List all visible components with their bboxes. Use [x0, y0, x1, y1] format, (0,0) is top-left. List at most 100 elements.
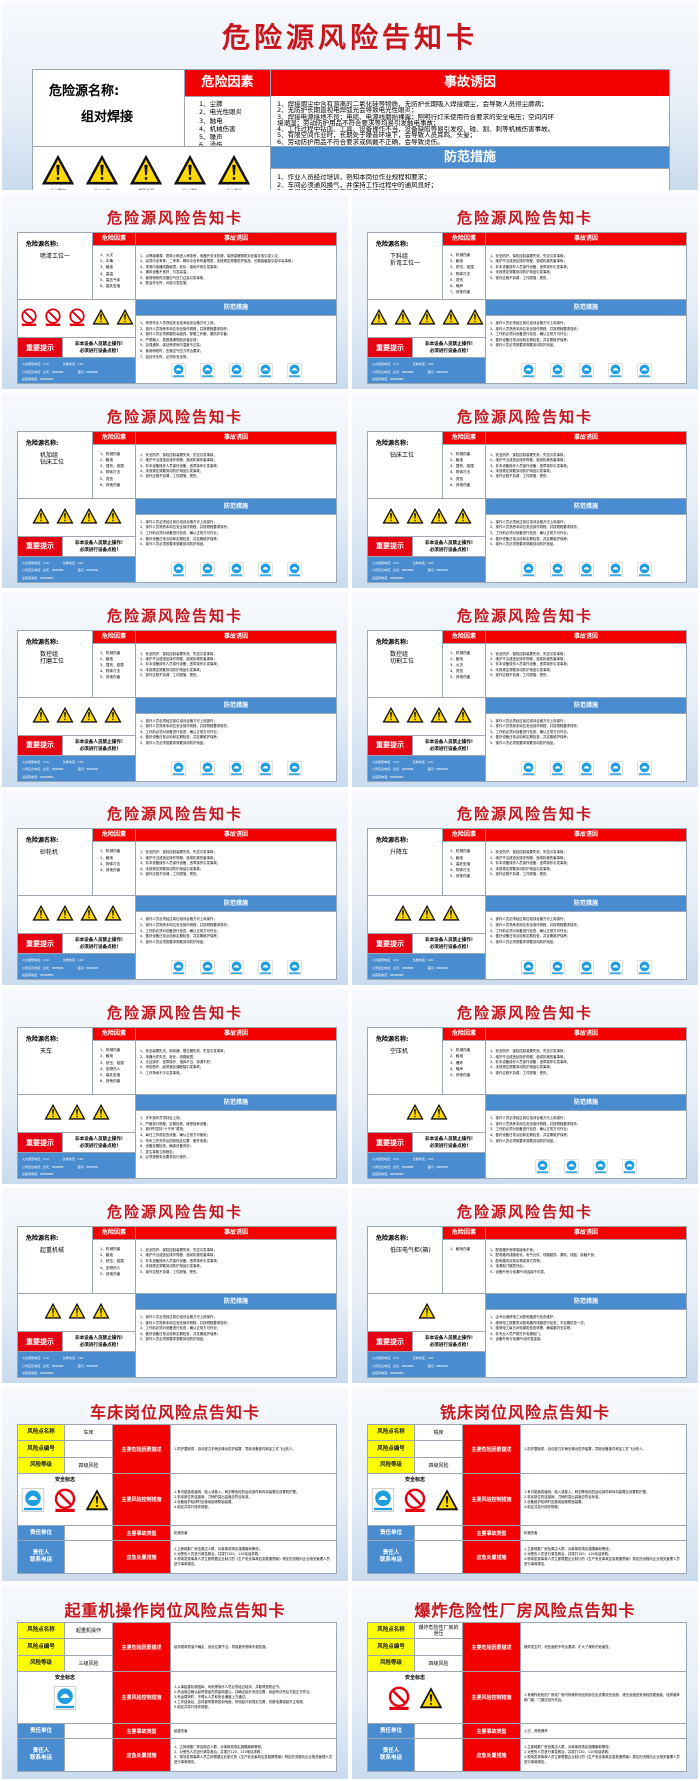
contact-item: 夜间：888888 — [77, 965, 98, 970]
content-line: 3.吊运载荷时，不得从人员和安全通道上方通过。 — [174, 1695, 249, 1699]
measures-list: 1、喷漆作业人员须经安全技术培训合格方可上岗； 2、操作人员熟悉本岗位安全操作规程… — [135, 315, 337, 384]
card-title: 危险源风险告知卡 — [456, 209, 593, 227]
signs-cell: 安全标志 — [367, 1671, 463, 1724]
measures-header: 防范措施 — [135, 696, 337, 714]
measure-item: 4、每日工作前检查设备，确认正常方可使用； — [140, 1132, 210, 1137]
measure-item: 2、操作人员熟悉本岗位安全操作规程，并按规程要求操作； — [140, 1320, 231, 1325]
cause-item: 3、非本设备操作人员操作设备，违章操作引发事故； — [140, 662, 221, 667]
cause-item: 4、未按规定穿戴劳动防护用品引发事故； — [140, 469, 204, 474]
cause-item: 2、维护不当或违反操作规程，造成机械伤害事故； — [490, 458, 567, 463]
cause-item: 4、未按规定穿戴劳动防护用品引发事故； — [490, 270, 554, 275]
cause-item: 3、非本设备操作人员操作设备，违章操作引发事故； — [140, 463, 221, 468]
cause-item: 5、操作过程不协调，工件脱落，受伤。 — [140, 673, 200, 678]
measures-header: 防范措施 — [135, 497, 337, 515]
causes-header: 事故诱因 — [135, 1027, 337, 1042]
ppe-mandatory-icon — [200, 761, 215, 779]
factor-item: 4、其他伤害 — [100, 868, 121, 872]
content-hazard: 爆炸发生时，泄压面积不符合要求，扩大了爆炸的危害性。 — [520, 1622, 687, 1672]
measure-item: 4、非专业人员严禁打开电源柜门； — [490, 1331, 544, 1336]
measure-item: 1、天车操作员须持证上岗； — [140, 1116, 183, 1121]
factor-item: 6、高处坠落 — [100, 284, 121, 289]
contact-item: 火灾报警电话：119 — [372, 1356, 399, 1360]
measure-item: 1、操作人员必须经过岗位培训合格方可上岗操作； — [140, 1315, 217, 1319]
notice-text: 非本设备人员禁止操作! 必须进行设备点检! — [412, 734, 486, 756]
ppe-mandatory-icon — [550, 562, 565, 580]
notice-line: 必须进行设备点检! — [79, 746, 119, 752]
notice-line: 必须进行设备点检! — [429, 1144, 469, 1150]
content-line: 3.现场发现事故人员立即根据企业制订的《生产安全事故应急救援预案》规定的流程向企… — [524, 1755, 680, 1764]
value-name: 铣床 — [414, 1424, 463, 1441]
content-accident: 起重伤害 — [170, 1723, 337, 1739]
safety-signs — [368, 1686, 462, 1714]
hero-factor-item: 3、触电 — [199, 116, 223, 125]
factors-header: 危险因素 — [442, 828, 486, 843]
measure-item: 3、操作人员必须佩戴防毒面具、穿戴工作服、戴防护手套； — [140, 332, 231, 337]
red-label-hazard: 主要危险因素描述 — [462, 1424, 521, 1474]
contact-item: 急救电话：120 — [412, 560, 434, 565]
measure-item: 3、维修电工每日对电源柜检查清理，确保箱内无杂物； — [490, 1326, 574, 1331]
content-line: 1.从事起重机械指挥、司机等操作人员必须经过培训，并取得资质证书。 — [174, 1685, 283, 1689]
cause-item: 4、通风设备不良好，引发高温； — [140, 270, 190, 275]
value-code — [414, 1638, 463, 1656]
measures-list: 1、操作人员必须经过岗位培训合格方可上岗操作； 2、操作人员熟悉本岗位安全操作规程… — [135, 911, 337, 981]
hero-name-label: 危险源名称: — [49, 84, 120, 99]
content-line: 1.防护罩缺损、自动进刀手柄无弹出防护装置，导致设备部件和加工件飞出伤人。 — [524, 1446, 646, 1451]
factor-item: 2、触电 — [100, 656, 114, 661]
content-line: 3、现场发现事故人员立即根据企业制订的《生产安全事故应急救援预案》规定的流程向企… — [174, 1755, 333, 1764]
hero-sign: 噪声有害 — [129, 153, 163, 190]
measure-item: 5、操作人员必须按要求穿戴劳动防护用品。 — [490, 343, 557, 348]
value-unit — [64, 1525, 113, 1541]
name-value: 数控组 打磨工位 — [40, 650, 65, 665]
factor-item: 6、其他伤害 — [450, 482, 471, 487]
prohibition-sign-icon — [20, 308, 38, 330]
value-level: 四级风险 — [64, 1457, 113, 1474]
measure-item: 3、工作前必须对设备进行检查，确认正常方可作业； — [490, 530, 571, 535]
measure-item: 3、工作前必须对设备进行检查，确认正常方可作业； — [140, 530, 221, 535]
safety-signs — [18, 1103, 135, 1125]
warning-triangle-icon — [405, 507, 424, 529]
hazard-card: 危险源风险告知卡 危险源名称: 起重机械 危险因素 事故诱因 1、机械伤害 2、触电 3、挤压… — [0, 1186, 350, 1385]
warning-triangle-icon — [417, 904, 436, 926]
card-title: 危险源风险告知卡 — [106, 805, 243, 824]
factor-item: 2、触电 — [450, 1054, 464, 1059]
measure-item: 5、操作人员必须按要求穿戴劳动防护用品。 — [140, 542, 207, 547]
factors-list: 1、机械伤害 2、触电 3、物体打击 4、其他伤害 — [92, 841, 136, 897]
measures-header: 防范措施 — [135, 1094, 337, 1112]
value-level: 三级风险 — [64, 1655, 113, 1672]
contact-item: 总医院电话：8888888 — [22, 1172, 54, 1177]
warning-triangle-icon — [79, 706, 98, 728]
factor-item: 4、物体打击 — [100, 669, 121, 674]
warning-triangle-icon — [217, 153, 251, 188]
cause-item: 5、操作过程不协调，工件脱落，受伤。 — [490, 872, 550, 877]
cause-item: 5、操作过程不协调，工件脱落，受伤。 — [490, 1070, 550, 1075]
name-cell: 危险源名称: 喷漆工位一 — [17, 232, 93, 300]
measures-list: 1、天车操作员须持证上岗； 2、严格执行规程，定期检修、维修保养设备； 3、操作时坚… — [135, 1110, 337, 1180]
cause-item: 1、安全防护、保险控制装置失效，失控引发事故； — [490, 850, 567, 855]
card-title: 危险源风险告知卡 — [106, 1203, 243, 1221]
notice-text: 非本设备人员禁止操作! 必须进行设备点检! — [62, 1331, 136, 1352]
contact-item: 急救电话：120 — [62, 1157, 84, 1162]
label-code: 风险点编号 — [367, 1440, 415, 1458]
causes-list: 1、安全防护、保险控制装置失效，失控引发事故； 2、维护不当或违反操作规程，造成机… — [135, 1239, 337, 1294]
measure-item: 2、操作人员熟悉本岗位安全操作规程，并按规程要求操作； — [490, 1121, 581, 1126]
factor-item: 4、噪声 — [450, 1066, 464, 1071]
safety-signs — [18, 507, 135, 529]
measures-header: 防范措施 — [135, 1293, 337, 1310]
hazard-card: 危险源风险告知卡 危险源名称: 天车 危险因素 事故诱因 1、机械伤害 2、触电 3、挤压、碰… — [0, 987, 350, 1187]
red-label-emergency: 应急处置措施 — [462, 1738, 521, 1772]
contact-item: 公司应急电话：白天：888888 — [372, 568, 414, 573]
ppe-mandatory-icon — [287, 761, 302, 779]
causes-header: 事故诱因 — [135, 828, 337, 843]
measures-list: 1、操作人员必须经过岗位培训合格方可上岗操作； 2、操作人员熟悉本岗位安全操作规程… — [135, 513, 337, 583]
hazard-card: 危险源风险告知卡 危险源名称: 下料组 折弯工位一 危险因素 事故诱因 1、机械伤害 2、触… — [350, 192, 700, 391]
label-level: 风险等级 — [17, 1457, 65, 1474]
factors-header: 危险因素 — [442, 430, 486, 445]
contacts-box: 火灾报警电话：119 急救电话：120 公司应急电话：白天：888888 夜间：888… — [367, 953, 486, 981]
factor-item: 1、机械伤害 — [100, 451, 121, 456]
factors-list: 1、机械伤害 2、触电 3、挤压、碰撞 4、物体打击 5、烫伤 6、噪声 7、其他伤害 — [442, 245, 486, 300]
content-control: 1.有爆炸危险的厂房或厂房内有爆炸危险的部位应设置泄压设施，泄压设施宜采用轻质屋… — [520, 1671, 687, 1724]
name-cell: 危险源名称: 数控组 打磨工位 — [17, 629, 93, 698]
red-label-accident: 主要事故类型 — [462, 1525, 521, 1541]
warning-triangle-icon — [31, 706, 50, 728]
notice-line: 非本设备人员禁止操作! — [424, 540, 474, 546]
